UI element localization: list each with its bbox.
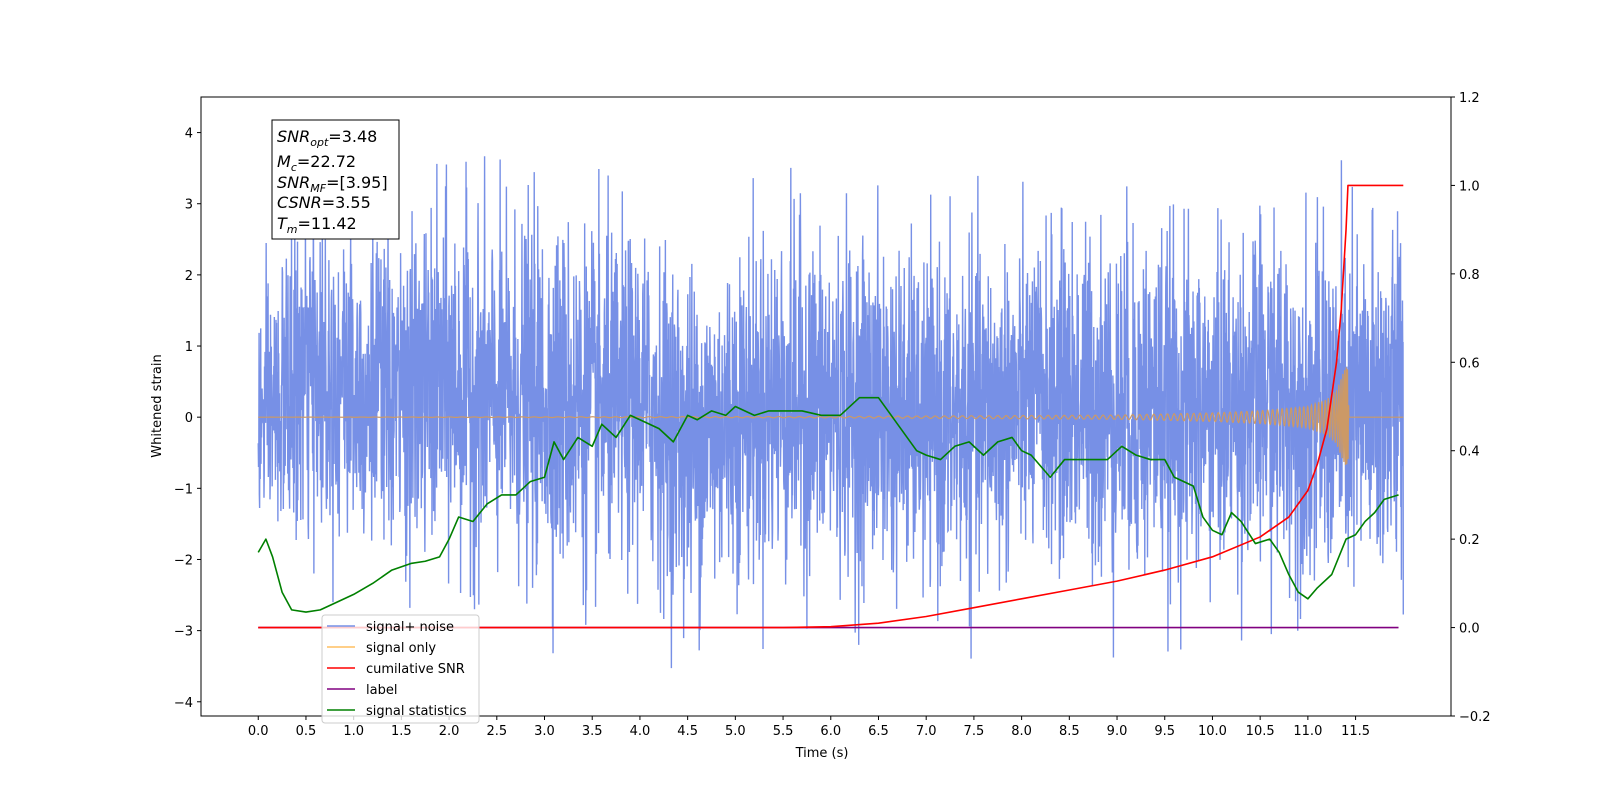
legend-item-cumilative-snr: cumilative SNR (327, 662, 465, 677)
y-axis-label: Whitened strain (150, 354, 165, 457)
y-tick-label: 4 (185, 127, 193, 142)
x-tick-label: 9.0 (1107, 724, 1128, 739)
legend-item-signal-noise: signal+ noise (327, 620, 454, 635)
x-tick-label: 11.0 (1293, 724, 1322, 739)
x-axis-label: Time (s) (795, 746, 849, 761)
x-tick-label: 0.0 (248, 724, 269, 739)
x-tick-label: 7.5 (964, 724, 985, 739)
line-signal-only (258, 367, 1404, 465)
annotation-snr-mf: SNRMF=[3.95] (277, 173, 388, 195)
series-signal-only (258, 367, 1404, 465)
line-signal-statistics (257, 396, 1399, 613)
x-tick-label: 8.0 (1011, 724, 1032, 739)
x-tick-label: 4.5 (677, 724, 698, 739)
legend: signal+ noise signal only cumilative SNR… (321, 614, 480, 724)
y2-tick-label: 0.6 (1459, 356, 1480, 371)
series-signal-noise (257, 156, 1404, 669)
x-tick-label: 6.5 (868, 724, 889, 739)
y-tick-label: 2 (185, 269, 193, 284)
y-tick-label: −1 (174, 482, 193, 497)
y-axis-left: −4 −3 −2 −1 0 1 2 3 4 (174, 127, 201, 711)
legend-label-cumilative-snr: cumilative SNR (366, 662, 465, 677)
legend-label-signal-only: signal only (366, 641, 436, 656)
annotation-mc: Mc=22.72 (277, 152, 356, 174)
legend-label-signal-statistics: signal statistics (366, 704, 467, 719)
x-tick-label: 5.5 (773, 724, 794, 739)
x-axis: 0.0 0.5 1.0 1.5 2.0 2.5 3.0 3.5 4.0 4.5 5.0 5.5 6.0 6… (248, 716, 1370, 739)
x-tick-label: 5.0 (725, 724, 746, 739)
legend-item-label: label (327, 683, 397, 698)
y2-tick-label: 1.0 (1459, 179, 1480, 194)
annotation-tm: Tm=11.42 (277, 214, 357, 236)
annotation-box: SNRopt=3.48 Mc=22.72 SNRMF=[3.95] CSNR=3… (271, 119, 400, 240)
y-tick-label: −4 (174, 696, 193, 711)
x-tick-label: 2.5 (486, 724, 507, 739)
x-tick-label: 1.0 (343, 724, 364, 739)
x-tick-label: 6.0 (820, 724, 841, 739)
x-tick-label: 2.0 (439, 724, 460, 739)
annotation-csnr: CSNR=3.55 (277, 193, 371, 212)
legend-frame (321, 614, 480, 724)
x-tick-label: 11.5 (1341, 724, 1370, 739)
y-tick-label: −3 (174, 625, 193, 640)
x-tick-label: 0.5 (296, 724, 317, 739)
legend-item-signal-statistics: signal statistics (327, 704, 467, 719)
plot-frame (200, 96, 1452, 717)
x-tick-label: 10.5 (1246, 724, 1275, 739)
x-tick-label: 3.5 (582, 724, 603, 739)
x-tick-label: 8.5 (1059, 724, 1080, 739)
y2-tick-label: 0.4 (1459, 445, 1480, 460)
y2-tick-label: 0.8 (1459, 268, 1480, 283)
y-tick-label: 3 (185, 198, 193, 213)
x-tick-label: 7.0 (916, 724, 937, 739)
y2-tick-label: 0.2 (1459, 533, 1480, 548)
y2-tick-label: −0.2 (1459, 710, 1491, 725)
legend-label-signal-noise: signal+ noise (366, 620, 454, 635)
legend-label-label: label (366, 683, 397, 698)
y2-tick-label: 0.0 (1459, 622, 1480, 637)
x-tick-label: 10.0 (1198, 724, 1227, 739)
line-signal-noise (257, 156, 1404, 669)
annotation-snr-opt: SNRopt=3.48 (277, 127, 377, 149)
line-cumilative-snr (258, 184, 1404, 629)
x-tick-label: 1.5 (391, 724, 412, 739)
y2-tick-label: 1.2 (1459, 91, 1480, 106)
y-tick-label: 0 (185, 411, 193, 426)
legend-item-signal-only: signal only (327, 641, 436, 656)
y-axis-right: −0.2 0.0 0.2 0.4 0.6 0.8 1.0 1.2 (1451, 91, 1491, 725)
y-tick-label: −2 (174, 553, 193, 568)
y-tick-label: 1 (185, 340, 193, 355)
x-tick-label: 3.0 (534, 724, 555, 739)
x-tick-label: 4.0 (630, 724, 651, 739)
x-tick-label: 9.5 (1154, 724, 1175, 739)
